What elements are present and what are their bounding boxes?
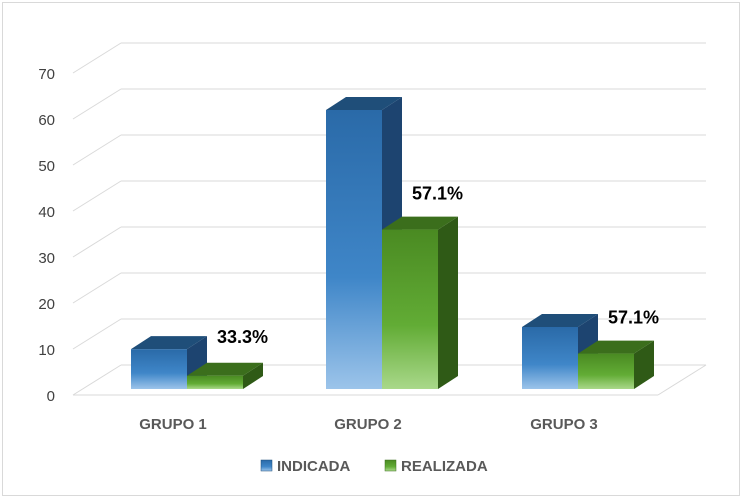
legend-swatch <box>384 459 397 472</box>
gridline-diagonal <box>72 272 122 304</box>
category-label: GRUPO 1 <box>139 416 207 433</box>
gridline-diagonal <box>72 134 122 166</box>
y-tick-label: 40 <box>38 204 55 221</box>
category-label: GRUPO 3 <box>530 416 598 433</box>
gridline-diagonal <box>72 88 122 120</box>
bar-top <box>522 314 598 327</box>
y-tick-label: 30 <box>38 250 55 267</box>
y-tick-label: 70 <box>38 66 55 83</box>
data-label: 57.1% <box>608 308 659 328</box>
data-label: 57.1% <box>412 184 463 204</box>
legend-swatch <box>260 459 273 472</box>
y-tick-label: 50 <box>38 158 55 175</box>
bar-front <box>131 349 187 389</box>
y-tick-label: 0 <box>47 388 55 405</box>
category-labels: GRUPO 1 GRUPO 2 GRUPO 3 <box>139 416 598 433</box>
y-tick-label: 10 <box>38 342 55 359</box>
legend: INDICADA REALIZADA <box>260 458 488 475</box>
bar-side <box>243 362 263 389</box>
legend-item: INDICADA <box>260 458 350 475</box>
bar-top <box>187 362 263 376</box>
bar <box>382 216 458 389</box>
bar-chart: 0 10 20 30 40 50 60 70 GRUPO 1 GRUPO 2 GRUPO 3 33… <box>38 42 707 475</box>
data-label: 33.3% <box>217 327 268 347</box>
chart-frame: 0 10 20 30 40 50 60 70 GRUPO 1 GRUPO 2 GRUPO 3 33… <box>2 2 740 496</box>
y-axis-ticks: 0 10 20 30 40 50 60 70 <box>38 66 55 405</box>
gridline-diagonal <box>72 180 122 212</box>
bar <box>578 340 654 389</box>
bar-top <box>131 336 207 350</box>
gridline-diagonal <box>72 364 122 396</box>
bar-top <box>382 216 458 230</box>
bar-front <box>522 327 578 389</box>
category-label: GRUPO 2 <box>334 416 402 433</box>
gridline-diagonal <box>72 318 122 350</box>
data-labels: 33.3% 57.1% 57.1% <box>217 184 659 347</box>
bar-front <box>382 229 438 389</box>
floor-side-edge <box>657 364 707 396</box>
bar <box>131 336 207 389</box>
legend-label: INDICADA <box>277 458 350 475</box>
y-tick-label: 60 <box>38 112 55 129</box>
bar <box>187 362 263 389</box>
gridline-diagonal <box>72 226 122 258</box>
bars <box>131 97 654 389</box>
bar-front <box>578 353 634 389</box>
bar-side <box>438 216 458 389</box>
gridline-diagonal <box>72 42 122 74</box>
bar-front <box>187 375 243 389</box>
bar-side <box>634 340 654 389</box>
bar-front <box>326 110 382 389</box>
bar-top <box>326 97 402 110</box>
legend-label: REALIZADA <box>401 458 488 475</box>
y-tick-label: 20 <box>38 296 55 313</box>
legend-item: REALIZADA <box>384 458 488 475</box>
bar-top <box>578 340 654 354</box>
